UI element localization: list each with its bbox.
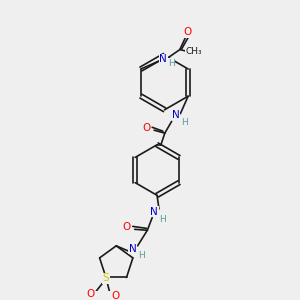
Text: N: N	[160, 54, 167, 64]
Text: N: N	[129, 244, 136, 254]
Text: O: O	[112, 291, 120, 300]
Text: O: O	[184, 27, 192, 37]
Text: O: O	[123, 222, 131, 233]
Text: H: H	[181, 118, 188, 127]
Text: H: H	[138, 251, 145, 260]
Text: N: N	[150, 207, 158, 217]
Text: N: N	[172, 110, 179, 120]
Text: O: O	[86, 289, 94, 299]
Text: S: S	[103, 273, 109, 284]
Text: O: O	[142, 123, 151, 133]
Text: H: H	[160, 215, 166, 224]
Text: CH₃: CH₃	[185, 47, 202, 56]
Text: H: H	[168, 59, 175, 68]
